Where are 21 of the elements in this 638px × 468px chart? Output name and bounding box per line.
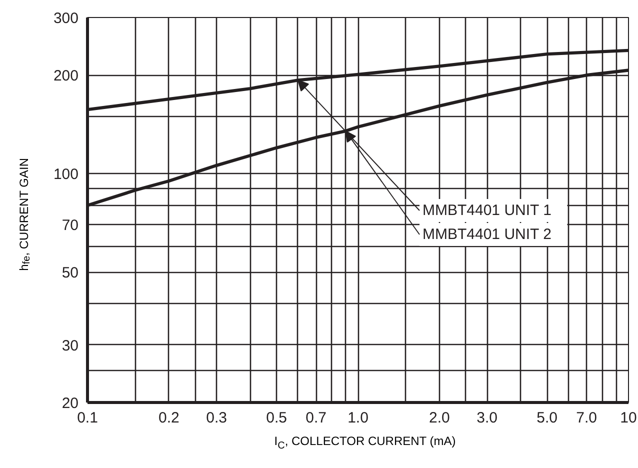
y-tick-label: 300 bbox=[53, 10, 79, 27]
y-tick-label: 70 bbox=[62, 216, 79, 234]
y-tick-label: 50 bbox=[62, 264, 79, 282]
x-tick-label: 0.3 bbox=[206, 410, 227, 426]
annotation: MMBT4401 UNIT 2 bbox=[422, 226, 552, 243]
x-axis-title: I$_{C}$, COLLECTOR CURRENT (mA) bbox=[273, 433, 457, 454]
x-tick-label: 7.0 bbox=[576, 410, 598, 426]
x-tick-label: 10 bbox=[620, 410, 637, 426]
y-tick-label: 200 bbox=[53, 68, 79, 85]
x-tick-label: 0.2 bbox=[158, 410, 180, 426]
y-tick-label: 20 bbox=[62, 395, 79, 412]
x-tick-label: 2.0 bbox=[429, 410, 450, 426]
x-tick-label: 0.7 bbox=[306, 410, 327, 426]
x-tick-label: 5.0 bbox=[536, 410, 558, 426]
y-tick-label: 100 bbox=[53, 166, 79, 184]
x-tick-label: 0.1 bbox=[77, 410, 98, 426]
y-tick-label: 30 bbox=[62, 337, 79, 354]
x-tick-label: 1.0 bbox=[348, 410, 368, 426]
x-tick-label: 3.0 bbox=[476, 410, 498, 426]
x-tick-label: 0.5 bbox=[266, 410, 288, 426]
annotation: MMBT4401 UNIT 1 bbox=[422, 202, 552, 219]
